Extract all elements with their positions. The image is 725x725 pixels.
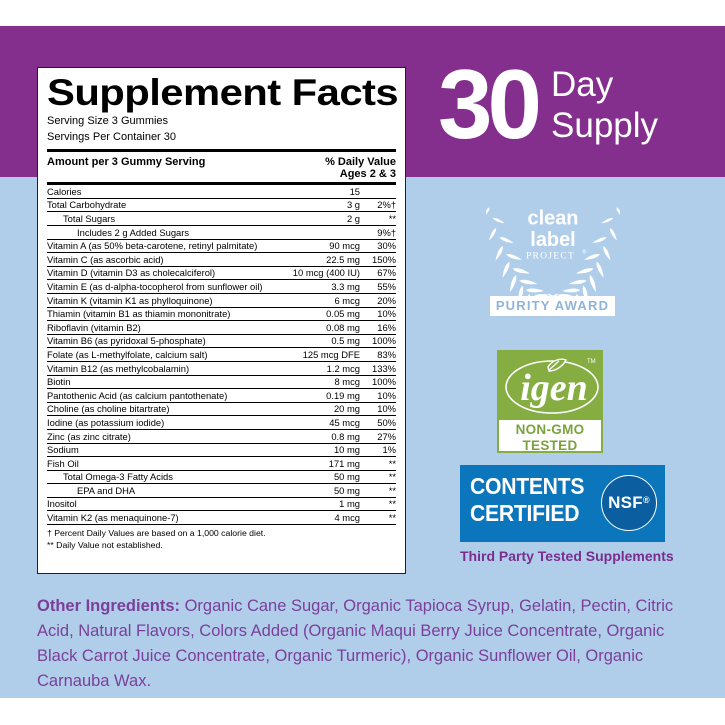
svg-text:clean: clean xyxy=(528,208,579,230)
svg-text:label: label xyxy=(530,229,575,251)
svg-text:TM: TM xyxy=(587,359,596,365)
svg-text:igen: igen xyxy=(520,367,588,409)
svg-text:PROJECT: PROJECT xyxy=(526,251,575,262)
svg-text:®: ® xyxy=(582,249,587,256)
